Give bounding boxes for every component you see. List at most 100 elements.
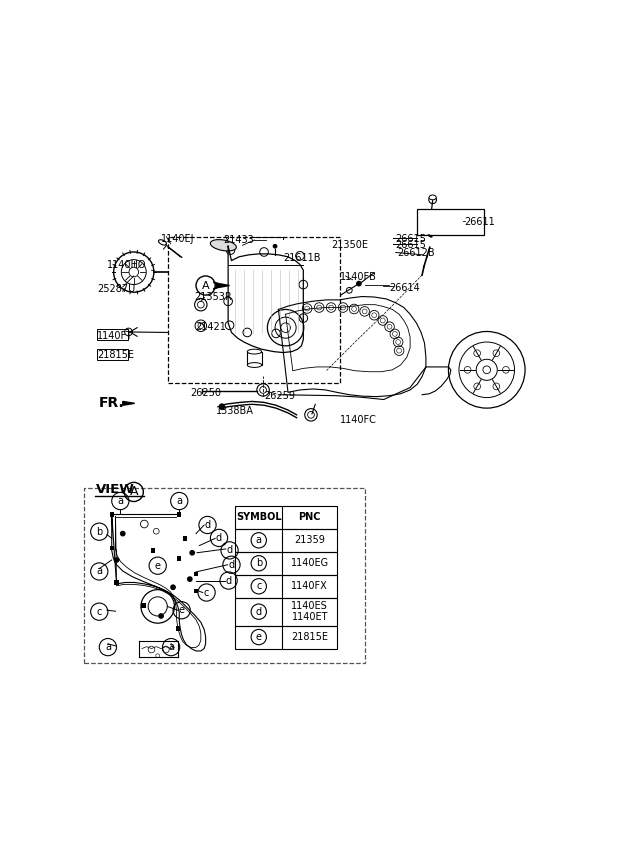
Text: 1140FX: 1140FX <box>292 581 328 591</box>
Text: A: A <box>202 281 210 291</box>
Circle shape <box>120 531 125 537</box>
Text: c: c <box>96 606 102 616</box>
Ellipse shape <box>210 240 236 251</box>
Text: 26615: 26615 <box>396 233 426 243</box>
Ellipse shape <box>158 240 166 245</box>
Bar <box>194 589 198 594</box>
Bar <box>168 237 340 382</box>
Text: d: d <box>229 560 235 570</box>
Circle shape <box>295 252 304 260</box>
Circle shape <box>299 314 308 322</box>
Text: 26259: 26259 <box>264 391 295 400</box>
Text: 21359: 21359 <box>294 535 325 545</box>
Text: 1140EG: 1140EG <box>290 558 329 568</box>
Text: VIEW: VIEW <box>96 483 135 496</box>
Text: 1140EJ: 1140EJ <box>161 234 195 244</box>
Text: 26612B: 26612B <box>397 248 435 259</box>
Circle shape <box>189 550 195 555</box>
Bar <box>98 349 129 360</box>
Circle shape <box>347 287 352 293</box>
Text: a: a <box>168 642 174 652</box>
Text: FR.: FR. <box>99 396 125 410</box>
Circle shape <box>272 329 281 338</box>
Bar <box>177 512 182 516</box>
Circle shape <box>114 557 119 563</box>
Text: 1140ES
1140ET: 1140ES 1140ET <box>292 601 328 622</box>
Text: 26614: 26614 <box>389 283 420 293</box>
Text: PNC: PNC <box>298 512 321 522</box>
Bar <box>176 627 180 631</box>
Circle shape <box>224 297 232 305</box>
Text: a: a <box>96 566 103 577</box>
Ellipse shape <box>247 349 261 354</box>
Text: 21815E: 21815E <box>98 350 134 360</box>
Text: e: e <box>154 561 161 571</box>
Bar <box>235 626 337 649</box>
Text: 21353R: 21353R <box>195 293 232 303</box>
Text: SYMBOL: SYMBOL <box>236 512 282 522</box>
Text: A: A <box>130 485 138 499</box>
Circle shape <box>219 404 225 410</box>
Circle shape <box>125 328 132 336</box>
Circle shape <box>273 244 277 248</box>
Text: 26611: 26611 <box>464 217 495 227</box>
Polygon shape <box>216 283 229 288</box>
Bar <box>235 552 337 575</box>
Text: a: a <box>256 535 262 545</box>
Text: 1338BA: 1338BA <box>216 406 254 416</box>
Bar <box>235 598 337 626</box>
Text: 21350E: 21350E <box>331 240 368 250</box>
Bar <box>235 529 337 552</box>
Text: d: d <box>216 533 222 543</box>
Ellipse shape <box>247 363 261 367</box>
Text: 21433: 21433 <box>223 235 254 245</box>
Bar <box>109 512 114 516</box>
Text: a: a <box>105 642 111 652</box>
Text: d: d <box>226 576 232 586</box>
Bar <box>177 556 182 561</box>
Text: 1140FT: 1140FT <box>98 331 133 341</box>
Text: c: c <box>204 588 210 598</box>
Text: 26615: 26615 <box>396 240 426 250</box>
Bar <box>183 536 187 540</box>
Circle shape <box>225 321 234 330</box>
Text: 1140FB: 1140FB <box>340 272 376 282</box>
Bar <box>109 546 114 550</box>
Text: a: a <box>176 496 182 506</box>
Text: 26250: 26250 <box>190 388 221 398</box>
Text: a: a <box>117 496 124 506</box>
Text: 1140FC: 1140FC <box>340 416 376 425</box>
Bar <box>235 505 337 529</box>
Circle shape <box>260 248 268 256</box>
Text: 25287U: 25287U <box>98 284 135 294</box>
Circle shape <box>170 584 176 590</box>
Bar <box>235 575 337 598</box>
Ellipse shape <box>429 195 436 200</box>
Text: d: d <box>256 606 262 616</box>
Text: b: b <box>256 558 262 568</box>
Bar <box>194 572 198 577</box>
Text: 1140HO: 1140HO <box>107 260 146 271</box>
Polygon shape <box>123 401 135 405</box>
Text: 21815E: 21815E <box>291 632 328 642</box>
Circle shape <box>187 577 193 582</box>
Circle shape <box>243 328 252 337</box>
Circle shape <box>158 613 164 619</box>
Bar <box>98 329 129 340</box>
Text: d: d <box>226 545 232 555</box>
Text: c: c <box>256 581 261 591</box>
Circle shape <box>308 411 315 418</box>
Text: d: d <box>205 520 211 530</box>
Bar <box>151 548 155 553</box>
Text: 21421: 21421 <box>195 321 226 332</box>
Text: b: b <box>96 527 103 537</box>
Circle shape <box>226 246 235 254</box>
Bar <box>417 209 485 235</box>
Bar <box>141 603 145 608</box>
Bar <box>247 352 261 365</box>
Bar <box>114 580 119 584</box>
Circle shape <box>305 409 317 421</box>
Text: 21611B: 21611B <box>283 253 321 263</box>
Circle shape <box>356 281 362 287</box>
Text: e: e <box>179 605 185 616</box>
